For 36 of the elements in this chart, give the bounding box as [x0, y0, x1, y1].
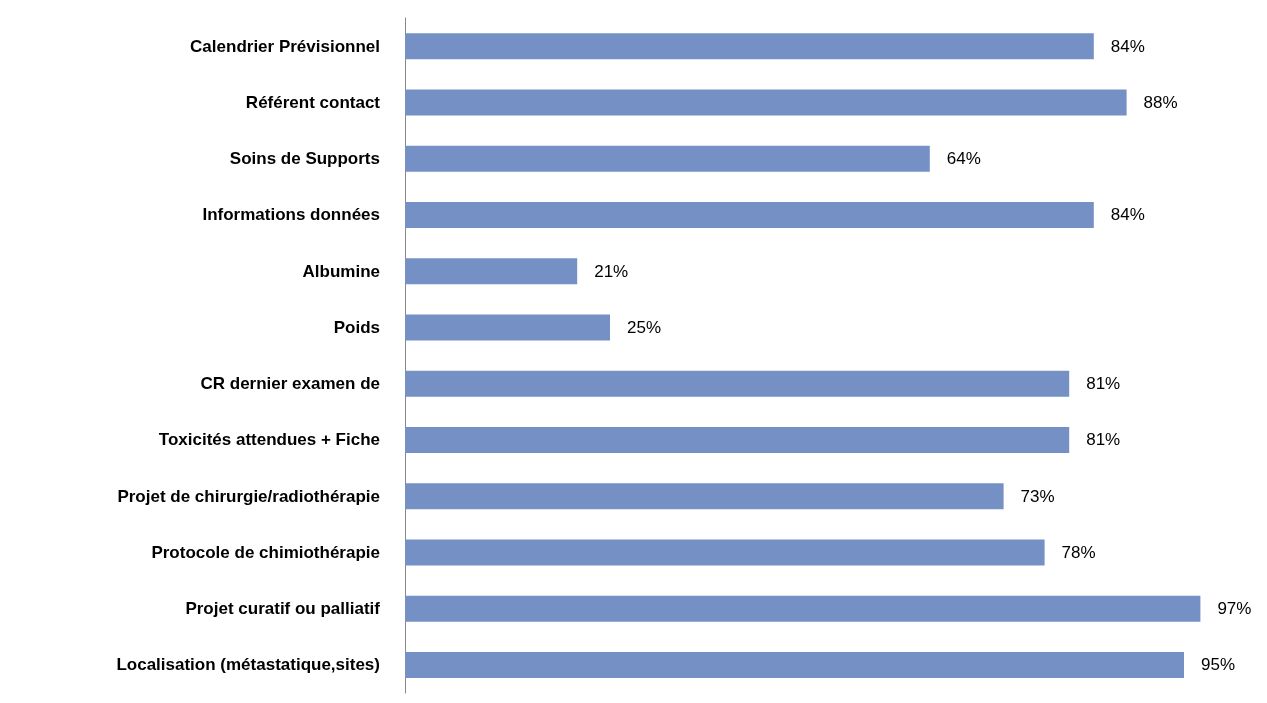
data-label: 78% — [1061, 542, 1096, 562]
y-tick-label: CR dernier examen de — [200, 374, 380, 394]
data-label: 81% — [1086, 374, 1121, 394]
y-tick-label: Albumine — [302, 261, 380, 281]
y-tick-label: Projet curatif ou palliatif — [185, 599, 381, 619]
data-label: 84% — [1110, 205, 1145, 225]
bar — [405, 89, 1127, 116]
y-tick-label: Calendrier Prévisionnel — [190, 36, 380, 56]
data-label: 97% — [1217, 599, 1252, 619]
data-label: 81% — [1086, 430, 1121, 450]
bar — [405, 145, 930, 172]
bar — [405, 258, 578, 285]
bar — [405, 595, 1201, 622]
y-tick-label: Protocole de chimiothérapie — [151, 542, 380, 562]
y-tick-label: Localisation (métastatique,sites) — [116, 655, 380, 675]
bar — [405, 539, 1045, 566]
data-label: 73% — [1020, 486, 1055, 506]
y-tick-label: Soins de Supports — [229, 149, 380, 169]
bar — [405, 201, 1094, 228]
bar — [405, 33, 1094, 60]
bar — [405, 426, 1070, 453]
data-label: 84% — [1110, 36, 1145, 56]
data-label: 21% — [594, 261, 629, 281]
data-label: 25% — [627, 317, 662, 337]
data-label: 88% — [1143, 92, 1178, 112]
bar — [405, 483, 1004, 510]
y-tick-label: Informations données — [202, 205, 380, 225]
y-tick-label: Projet de chirurgie/radiothérapie — [117, 486, 380, 506]
y-tick-label: Toxicités attendues + Fiche — [158, 430, 380, 450]
data-label: 64% — [946, 149, 981, 169]
bar — [405, 651, 1184, 678]
bar — [405, 370, 1070, 397]
bar — [405, 314, 610, 341]
y-tick-label: Poids — [333, 317, 380, 337]
y-tick-label: Référent contact — [245, 92, 381, 112]
data-label: 95% — [1201, 655, 1236, 675]
